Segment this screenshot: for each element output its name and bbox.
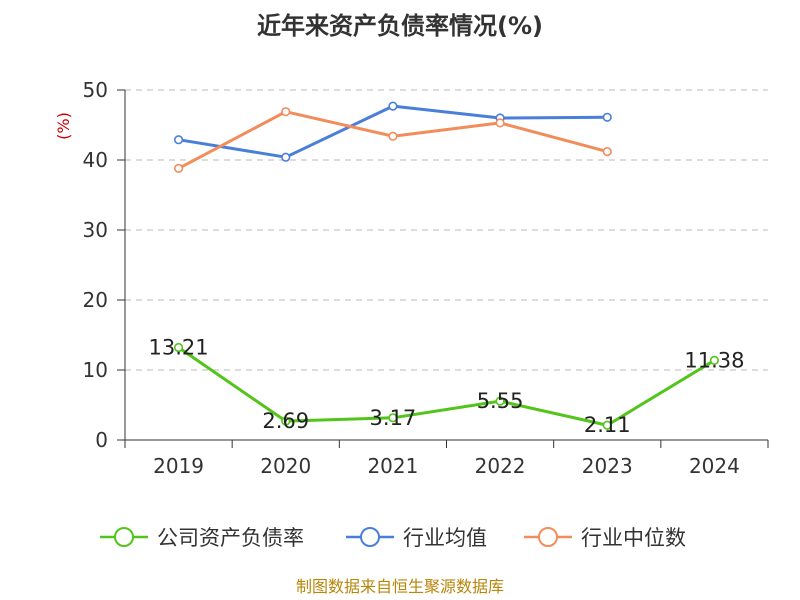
data-point [388, 131, 398, 141]
data-point [173, 163, 184, 173]
x-tick-label: 2021 [367, 454, 418, 478]
data-point [281, 152, 291, 162]
series-line-0 [177, 346, 716, 427]
data-point [281, 416, 291, 426]
data-point [709, 355, 720, 365]
legend-label: 行业均值 [403, 526, 487, 550]
legend-item-0: 公司资产负债率 [100, 526, 304, 550]
y-tick-label: 10 [83, 358, 108, 382]
x-tick-label: 2022 [475, 454, 526, 478]
y-tick-label: 0 [95, 428, 108, 452]
data-label: 5.55 [477, 389, 524, 413]
x-tick-label: 2019 [153, 454, 204, 478]
data-label: 2.11 [584, 413, 631, 437]
data-point [173, 342, 184, 353]
y-tick-label: 30 [83, 218, 108, 242]
data-point [495, 396, 505, 406]
data-point [281, 107, 291, 117]
data-label: 13.21 [149, 336, 209, 360]
data-point [495, 118, 505, 128]
data-point [388, 101, 398, 111]
legend: 公司资产负债率 行业均值 行业中位数 [100, 526, 686, 550]
y-tick-label: 20 [83, 288, 108, 312]
data-label: 11.38 [684, 348, 744, 372]
y-axis-label: (%) [54, 112, 73, 140]
source-note: 制图数据来自恒生聚源数据库 [296, 577, 504, 596]
data-point [602, 112, 612, 122]
x-tick-label: 2023 [582, 454, 633, 478]
legend-marker [360, 527, 380, 547]
legend-label: 公司资产负债率 [157, 526, 304, 550]
data-label: 3.17 [370, 406, 417, 430]
y-tick-label: 50 [83, 78, 108, 102]
x-tick-label: 2024 [689, 454, 740, 478]
series-group [173, 101, 720, 430]
data-point [602, 420, 612, 430]
legend-item-2: 行业中位数 [524, 526, 686, 550]
chart-title: 近年来资产负债率情况(%) [257, 12, 543, 40]
axes: 0 10 20 30 40 50 2019 2020 2021 2022 2023 2024 [83, 78, 769, 478]
data-point [173, 135, 184, 145]
y-tick-label: 40 [83, 148, 108, 172]
grid-lines [125, 89, 768, 371]
data-point [388, 413, 398, 423]
x-tick-label: 2020 [260, 454, 311, 478]
data-label: 2.69 [262, 409, 309, 433]
data-labels: 13.21 2.69 3.17 5.55 2.11 11.38 [149, 336, 745, 438]
data-point [602, 147, 612, 157]
legend-marker [114, 527, 134, 547]
legend-item-1: 行业均值 [346, 526, 487, 550]
legend-marker [538, 527, 558, 547]
legend-label: 行业中位数 [581, 526, 686, 550]
